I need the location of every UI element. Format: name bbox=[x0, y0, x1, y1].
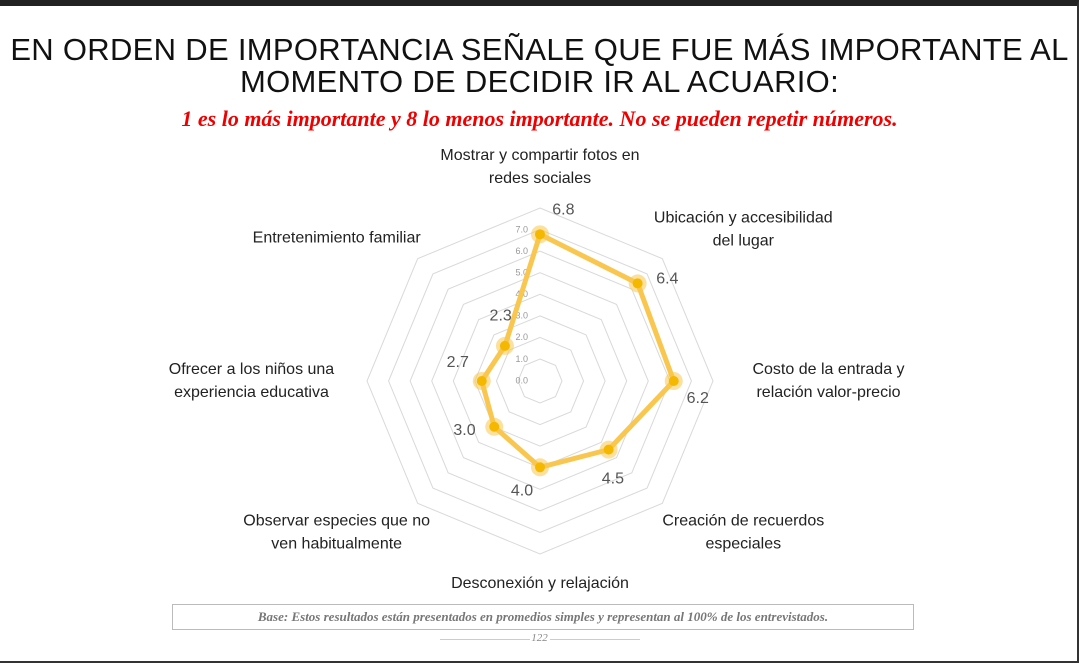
r-tick-label: 7.0 bbox=[515, 224, 528, 234]
value-label: 6.8 bbox=[552, 202, 574, 219]
data-point-core bbox=[603, 444, 614, 455]
divider bbox=[550, 639, 640, 640]
value-label: 3.0 bbox=[453, 422, 475, 439]
r-tick-label: 6.0 bbox=[515, 246, 528, 256]
value-label: 4.0 bbox=[511, 483, 533, 500]
chart-title: EN ORDEN DE IMPORTANCIA SEÑALE QUE FUE M… bbox=[10, 32, 1069, 99]
footnote: Base: Estos resultados están presentados… bbox=[172, 604, 914, 630]
value-label: 4.5 bbox=[602, 471, 624, 488]
category-label: Desconexión y relajación bbox=[451, 575, 629, 592]
category-label: Ofrecer a los niños una experiencia educ… bbox=[168, 361, 335, 401]
category-label: Creación de recuerdos especiales bbox=[662, 512, 825, 553]
r-tick-label: 0.0 bbox=[515, 375, 528, 385]
data-point-core bbox=[668, 376, 679, 386]
value-label: 2.7 bbox=[447, 354, 469, 371]
category-label: Mostrar y compartir fotos en redes socia… bbox=[440, 147, 640, 187]
grid-ring bbox=[517, 358, 563, 404]
value-label: 6.4 bbox=[656, 270, 678, 287]
data-point-core bbox=[476, 376, 487, 386]
data-point-core bbox=[535, 229, 545, 240]
value-label: 6.2 bbox=[687, 390, 709, 407]
grid-ring bbox=[388, 229, 692, 533]
data-point-core bbox=[499, 340, 510, 351]
grid-ring bbox=[495, 336, 585, 426]
grid-ring bbox=[366, 207, 714, 555]
r-tick-label: 1.0 bbox=[515, 354, 528, 364]
chart-subtitle: 1 es lo más importante y 8 lo menos impo… bbox=[181, 106, 898, 131]
r-tick-label: 3.0 bbox=[515, 311, 528, 321]
category-label: Costo de la entrada y relación valor-pre… bbox=[752, 361, 905, 401]
r-tick-label: 5.0 bbox=[515, 268, 528, 278]
value-label: 2.3 bbox=[490, 307, 512, 324]
category-label: Ubicación y accesibilidad del lugar bbox=[653, 209, 833, 250]
data-point-core bbox=[535, 462, 545, 473]
r-tick-label: 2.0 bbox=[515, 332, 528, 342]
radar-chart: 0.01.02.03.04.05.06.07.06.86.46.24.54.03… bbox=[366, 202, 714, 555]
data-point-core bbox=[489, 421, 500, 432]
divider bbox=[440, 639, 530, 640]
grid-ring bbox=[474, 315, 606, 447]
page-number: 122 bbox=[531, 632, 548, 644]
grid-ring bbox=[409, 250, 671, 512]
category-label: Entretenimiento familiar bbox=[252, 229, 421, 247]
category-label: Observar especies que no ven habitualmen… bbox=[243, 512, 431, 553]
data-point-core bbox=[632, 278, 643, 289]
grid-ring bbox=[431, 272, 649, 490]
